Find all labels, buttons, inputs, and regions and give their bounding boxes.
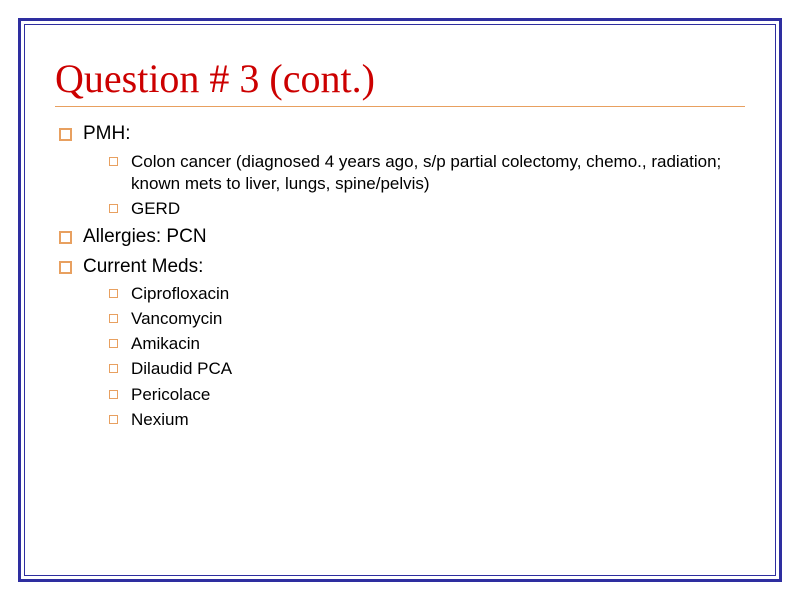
list-item: GERD bbox=[107, 198, 745, 220]
list-item: Dilaudid PCA bbox=[107, 358, 745, 380]
list-item: Nexium bbox=[107, 409, 745, 431]
list-item-text: Vancomycin bbox=[131, 309, 222, 328]
slide-title: Question # 3 (cont.) bbox=[55, 55, 745, 102]
list-item-text: PMH: bbox=[83, 123, 131, 144]
bullet-list: PMH: Colon cancer (diagnosed 4 years ago… bbox=[55, 121, 745, 431]
list-item-text: Pericolace bbox=[131, 385, 210, 404]
list-item: Allergies: PCN bbox=[55, 224, 745, 250]
list-item: Pericolace bbox=[107, 384, 745, 406]
list-item-text: Colon cancer (diagnosed 4 years ago, s/p… bbox=[131, 152, 721, 193]
list-item: Current Meds: Ciprofloxacin Vancomycin A… bbox=[55, 254, 745, 431]
list-item: Vancomycin bbox=[107, 308, 745, 330]
list-item: Ciprofloxacin bbox=[107, 283, 745, 305]
list-item-text: GERD bbox=[131, 199, 180, 218]
list-item-text: Allergies: PCN bbox=[83, 226, 207, 247]
title-underline bbox=[55, 106, 745, 107]
sub-list: Colon cancer (diagnosed 4 years ago, s/p… bbox=[83, 151, 745, 220]
list-item-text: Current Meds: bbox=[83, 256, 203, 277]
list-item-text: Ciprofloxacin bbox=[131, 284, 229, 303]
list-item-text: Amikacin bbox=[131, 334, 200, 353]
list-item-text: Nexium bbox=[131, 410, 189, 429]
list-item: PMH: Colon cancer (diagnosed 4 years ago… bbox=[55, 121, 745, 220]
list-item: Colon cancer (diagnosed 4 years ago, s/p… bbox=[107, 151, 745, 195]
slide-inner-border: Question # 3 (cont.) PMH: Colon cancer (… bbox=[24, 24, 776, 576]
list-item: Amikacin bbox=[107, 333, 745, 355]
slide-outer-border: Question # 3 (cont.) PMH: Colon cancer (… bbox=[18, 18, 782, 582]
list-item-text: Dilaudid PCA bbox=[131, 359, 232, 378]
sub-list: Ciprofloxacin Vancomycin Amikacin Dilaud… bbox=[83, 283, 745, 431]
